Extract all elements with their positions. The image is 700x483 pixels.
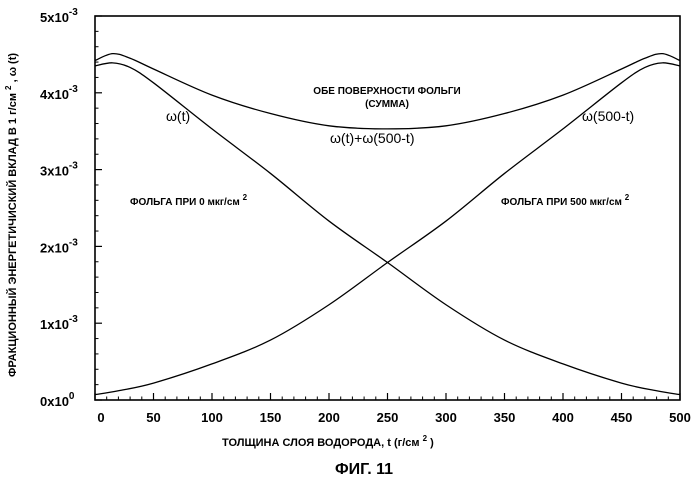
y-tick-label: 4x10-3 <box>40 84 78 102</box>
x-tick-label: 300 <box>435 410 457 425</box>
x-tick-label: 100 <box>201 410 223 425</box>
x-tick-label: 400 <box>552 410 574 425</box>
x-tick-label: 0 <box>97 410 104 425</box>
x-tick-label: 450 <box>611 410 633 425</box>
y-tick-label: 2x10-3 <box>40 237 78 255</box>
y-tick-label: 3x10-3 <box>40 161 78 179</box>
y-tick-label: 5x10-3 <box>40 7 78 25</box>
annotation-sum-title-1: ОБЕ ПОВЕРХНОСТИ ФОЛЬГИ <box>313 86 460 97</box>
x-tick-label: 150 <box>260 410 282 425</box>
y-tick-exponent: -3 <box>69 237 78 248</box>
y-tick-base: 2x10 <box>40 240 69 255</box>
y-tick-base: 1x10 <box>40 317 69 332</box>
y-tick-exponent: 0 <box>69 391 75 402</box>
annotation-foil-0-text: ФОЛЬГА ПРИ 0 мкг/см <box>130 197 240 208</box>
y-tick-exponent: -3 <box>69 161 78 172</box>
y-tick-base: 0x10 <box>40 394 69 409</box>
x-tick-label: 250 <box>377 410 399 425</box>
y-tick-base: 4x10 <box>40 87 69 102</box>
y-ticks: 0x1001x10-32x10-33x10-34x10-35x10-3 <box>40 7 102 409</box>
annotation-foil-500-text: ФОЛЬГА ПРИ 500 мкг/см <box>501 197 622 208</box>
annotation-foil-0: ФОЛЬГА ПРИ 0 мкг/см 2 <box>130 193 248 208</box>
series-label-omega-500: ω(500-t) <box>582 108 634 124</box>
y-tick-base: 3x10 <box>40 164 69 179</box>
x-tick-label: 500 <box>669 410 691 425</box>
y-axis-label-sup: 2 <box>4 85 13 90</box>
x-tick-label: 200 <box>318 410 340 425</box>
x-axis-label-sup: 2 <box>423 434 428 443</box>
x-axis-label: ТОЛЩИНА СЛОЯ ВОДОРОДА, t (г/см 2 ) <box>222 432 434 449</box>
annotation-foil-500-sup: 2 <box>625 193 630 202</box>
x-tick-label: 350 <box>494 410 516 425</box>
x-tick-label: 50 <box>146 410 160 425</box>
series-label-omega-sum: ω(t)+ω(500-t) <box>330 130 415 146</box>
series-label-omega-t: ω(t) <box>166 108 190 124</box>
annotation-sum-title-2: (СУММА) <box>365 99 409 110</box>
y-axis-label-text: ФРАКЦИОННЫЙ ЭНЕРГЕТИЧИСКИЙ ВКЛАД В 1 г/с… <box>6 93 19 377</box>
plot-frame <box>95 16 680 400</box>
y-tick-exponent: -3 <box>69 314 78 325</box>
y-axis-label: ФРАКЦИОННЫЙ ЭНЕРГЕТИЧИСКИЙ ВКЛАД В 1 г/с… <box>2 53 19 377</box>
figure-label: ФИГ. 11 <box>335 461 393 478</box>
y-tick-label: 0x100 <box>40 391 75 409</box>
x-ticks: 0 50 100 150 200 250 300 350 400 450 500 <box>95 393 691 425</box>
y-tick-exponent: -3 <box>69 7 78 18</box>
y-tick-base: 5x10 <box>40 10 69 25</box>
x-axis-label-text: ТОЛЩИНА СЛОЯ ВОДОРОДА, t (г/см <box>222 437 420 449</box>
x-axis-label-end: ) <box>430 437 434 449</box>
y-axis-label-end: , ω (t) <box>7 53 19 83</box>
y-tick-label: 1x10-3 <box>40 314 78 332</box>
plot-area: 050100150200250300350400450500 0x1001x10… <box>40 7 691 425</box>
annotation-foil-0-sup: 2 <box>243 193 248 202</box>
y-tick-exponent: -3 <box>69 84 78 95</box>
annotation-foil-500: ФОЛЬГА ПРИ 500 мкг/см 2 <box>501 193 630 208</box>
